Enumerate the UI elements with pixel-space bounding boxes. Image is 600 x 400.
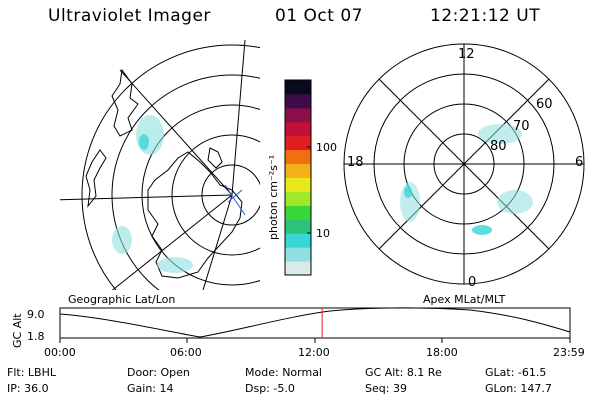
subsatellite-marker xyxy=(224,184,246,216)
mlt-label-bottom: 0 xyxy=(468,275,477,290)
colorbar-segment xyxy=(285,191,311,206)
geo-meridian xyxy=(111,194,233,290)
time-label: 12:21:12 UT xyxy=(430,6,541,26)
colorbar-segment xyxy=(285,93,311,109)
colorbar-segment xyxy=(285,107,311,123)
instrument-title: Ultraviolet Imager xyxy=(48,6,211,26)
param-glon: GLon: 147.7 xyxy=(485,382,552,395)
colorbar-segment xyxy=(285,121,311,137)
geo-lat-circle xyxy=(81,44,260,290)
colorbar-segment xyxy=(285,205,311,220)
mlt-label-right: 6 xyxy=(575,155,584,170)
coastline xyxy=(111,68,139,137)
time-tick: 23:59 xyxy=(553,346,585,359)
geo-meridian xyxy=(231,40,246,196)
geographic-map-panel xyxy=(60,40,260,290)
param-gain: Gain: 14 xyxy=(127,382,174,395)
apex-panel-title: Apex MLat/MLT xyxy=(423,293,506,306)
aurora-patch xyxy=(157,257,193,273)
colorbar-tick-label: 10 xyxy=(316,227,330,240)
colorbar-segment xyxy=(285,261,311,276)
param-ip: IP: 36.0 xyxy=(7,382,49,395)
time-tick: 18:00 xyxy=(426,346,458,359)
time-tick: 00:00 xyxy=(44,346,76,359)
mlt-label-top: 12 xyxy=(458,47,475,62)
colorbar-segment xyxy=(285,149,311,165)
colorbar-segment xyxy=(285,177,311,192)
aurora-patch xyxy=(478,124,522,144)
geo-meridian xyxy=(60,194,233,201)
colorbar-segment xyxy=(285,219,311,234)
geographic-panel-title: Geographic Lat/Lon xyxy=(68,293,176,306)
altitude-tick: 1.8 xyxy=(27,330,45,343)
param-flt: Flt: LBHL xyxy=(7,366,56,379)
colorbar-segment xyxy=(285,233,311,248)
param-door: Door: Open xyxy=(127,366,190,379)
colorbar-unit-label: photon cm⁻²s⁻¹ xyxy=(267,154,280,240)
geo-meridian xyxy=(119,69,233,196)
coastline xyxy=(207,147,223,169)
colorbar-segment xyxy=(285,80,311,95)
param-mode: Mode: Normal xyxy=(245,366,322,379)
param-gc-alt: GC Alt: 8.1 Re xyxy=(365,366,442,379)
mlt-label-left: 18 xyxy=(347,155,364,170)
time-tick: 12:00 xyxy=(298,346,330,359)
geo-lat-circle xyxy=(171,134,260,256)
mlat-label-80: 80 xyxy=(490,139,507,154)
mlat-label-60: 60 xyxy=(536,97,553,112)
geo-lat-circle xyxy=(141,104,260,286)
intensity-colorbar xyxy=(284,79,312,276)
param-dsp: Dsp: -5.0 xyxy=(245,382,295,395)
altitude-tick: 9.0 xyxy=(27,308,45,321)
coastline xyxy=(85,149,107,208)
param-seq: Seq: 39 xyxy=(365,382,407,395)
aurora-core xyxy=(404,186,412,198)
altitude-strip-chart xyxy=(59,307,571,343)
colorbar-segment xyxy=(285,135,311,151)
geo-meridian xyxy=(202,194,233,290)
altitude-curve xyxy=(59,307,571,338)
colorbar-segment xyxy=(285,247,311,262)
coastline xyxy=(147,151,243,279)
aurora-patch xyxy=(112,226,132,254)
subsatellite-marker xyxy=(227,189,243,203)
colorbar-segment xyxy=(285,163,311,178)
geo-lat-circle xyxy=(201,164,260,226)
aurora-patch xyxy=(497,190,533,214)
aurora-patch xyxy=(136,115,164,155)
colorbar-tick-label: 100 xyxy=(316,141,337,154)
geo-lat-circle xyxy=(111,74,260,290)
magnetic-polar-plot xyxy=(343,43,585,285)
time-tick: 06:00 xyxy=(170,346,202,359)
aurora-core xyxy=(139,134,149,150)
param-glat: GLat: -61.5 xyxy=(485,366,547,379)
date-label: 01 Oct 07 xyxy=(275,6,363,26)
altitude-axis-label: GC Alt xyxy=(11,313,24,348)
aurora-core xyxy=(472,225,492,235)
mlat-label-70: 70 xyxy=(513,119,530,134)
